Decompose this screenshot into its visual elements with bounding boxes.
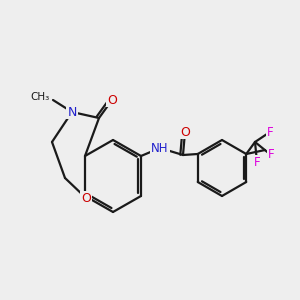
- Text: O: O: [81, 191, 91, 205]
- Text: F: F: [268, 148, 274, 161]
- Text: O: O: [107, 94, 117, 106]
- Text: CH₃: CH₃: [31, 92, 50, 102]
- Text: F: F: [254, 155, 260, 169]
- Text: F: F: [267, 125, 273, 139]
- Text: NH: NH: [151, 142, 169, 154]
- Text: N: N: [67, 106, 77, 118]
- Text: O: O: [180, 125, 190, 139]
